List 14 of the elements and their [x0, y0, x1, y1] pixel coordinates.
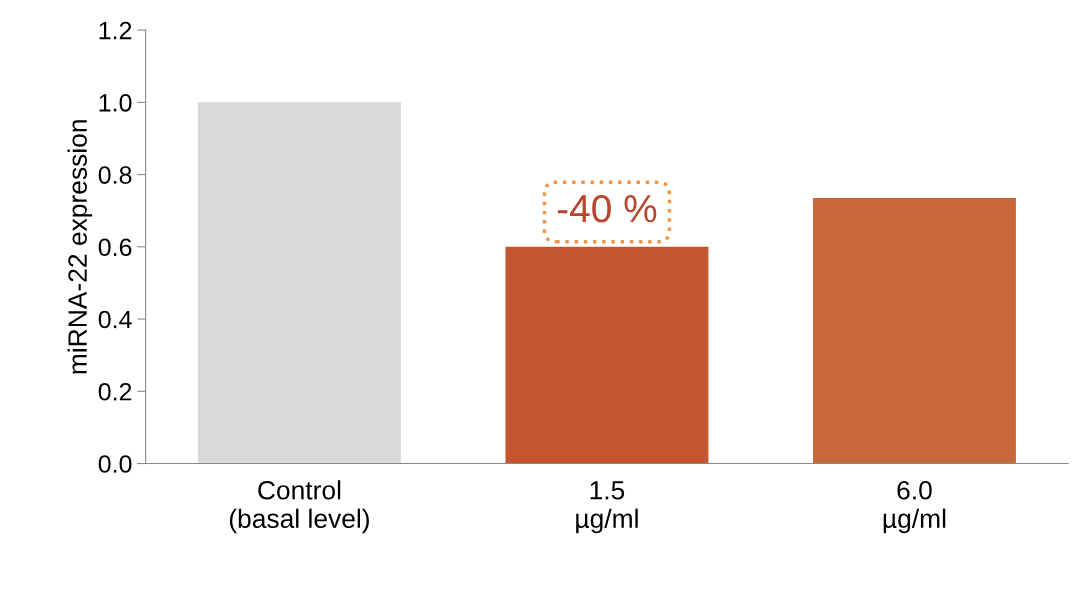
bar: [197, 102, 401, 464]
y-tick-label: 0.0: [98, 455, 132, 473]
x-tick-label: Control (basal level): [229, 480, 369, 534]
y-axis-title: miRNA-22 expression: [67, 120, 93, 374]
y-tick-label: 1.0: [99, 93, 132, 112]
x-tick-label: 6.0 µg/ml: [883, 480, 946, 534]
x-tick-label: 1.5 µg/ml: [576, 481, 638, 534]
y-tick-label: 1.2: [99, 21, 132, 40]
y-tick-label: 0.4: [98, 310, 132, 329]
y-tick-label: 0.8: [98, 166, 132, 184]
annotation: -40 %: [557, 194, 657, 223]
y-tick-label: 0.2: [98, 382, 132, 401]
y-tick-label: 0.6: [98, 238, 132, 257]
bar: [812, 198, 1016, 464]
